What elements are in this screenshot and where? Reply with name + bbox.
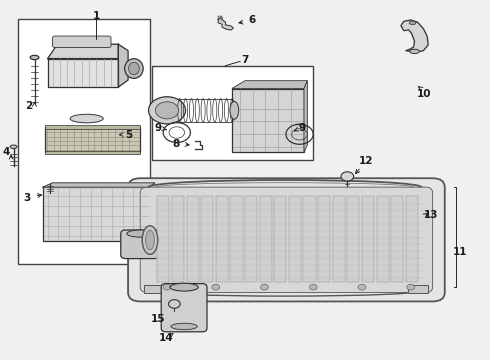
Circle shape <box>163 284 171 290</box>
Polygon shape <box>304 81 307 152</box>
Polygon shape <box>118 44 128 87</box>
Circle shape <box>155 102 179 119</box>
Circle shape <box>407 284 415 290</box>
Bar <box>218 17 219 19</box>
Circle shape <box>148 97 186 124</box>
Bar <box>19 19 150 264</box>
Bar <box>230 196 243 282</box>
Text: 5: 5 <box>125 130 133 140</box>
Polygon shape <box>232 81 307 89</box>
Bar <box>45 127 140 152</box>
Circle shape <box>341 172 354 181</box>
Ellipse shape <box>70 114 103 123</box>
Ellipse shape <box>30 55 39 60</box>
Text: 1: 1 <box>93 11 100 21</box>
FancyBboxPatch shape <box>121 230 160 258</box>
Bar <box>245 196 257 282</box>
Text: 6: 6 <box>249 15 256 25</box>
Ellipse shape <box>171 323 197 330</box>
Ellipse shape <box>230 102 239 119</box>
Bar <box>408 285 428 293</box>
Bar <box>43 187 150 241</box>
Bar <box>232 89 304 152</box>
Text: 9: 9 <box>155 123 162 133</box>
FancyBboxPatch shape <box>128 178 445 301</box>
Text: 7: 7 <box>241 55 249 65</box>
Ellipse shape <box>409 21 416 24</box>
Text: 11: 11 <box>453 247 467 257</box>
Bar <box>333 196 345 282</box>
Bar <box>260 196 272 282</box>
Bar <box>303 196 316 282</box>
Bar <box>318 196 330 282</box>
Circle shape <box>358 284 366 290</box>
Bar <box>376 196 389 282</box>
Text: 2: 2 <box>25 102 33 111</box>
Text: 12: 12 <box>359 157 373 166</box>
Text: 4: 4 <box>2 147 10 157</box>
Polygon shape <box>401 20 428 52</box>
Bar <box>45 125 140 129</box>
Circle shape <box>212 284 220 290</box>
Circle shape <box>261 284 269 290</box>
Bar <box>157 196 170 282</box>
Polygon shape <box>43 183 155 187</box>
Bar <box>216 196 228 282</box>
Polygon shape <box>218 18 233 30</box>
Text: 9: 9 <box>299 123 306 133</box>
Bar <box>172 196 184 282</box>
FancyBboxPatch shape <box>161 284 207 332</box>
Text: 10: 10 <box>417 89 432 99</box>
Bar <box>152 66 313 160</box>
Text: 15: 15 <box>151 314 166 324</box>
Ellipse shape <box>146 230 154 250</box>
Ellipse shape <box>128 62 139 75</box>
Bar <box>406 196 418 282</box>
Text: 13: 13 <box>424 210 439 220</box>
Bar <box>201 196 213 282</box>
Bar <box>187 196 199 282</box>
Bar <box>289 196 301 282</box>
Ellipse shape <box>124 59 143 78</box>
Polygon shape <box>48 59 118 87</box>
Polygon shape <box>48 44 118 59</box>
Bar <box>362 196 374 282</box>
Ellipse shape <box>142 226 158 254</box>
Bar <box>347 196 360 282</box>
Text: 3: 3 <box>23 193 30 203</box>
Bar <box>274 196 287 282</box>
FancyBboxPatch shape <box>52 36 111 48</box>
Circle shape <box>309 284 317 290</box>
FancyBboxPatch shape <box>140 187 433 293</box>
Ellipse shape <box>170 283 198 291</box>
Text: 8: 8 <box>172 139 179 149</box>
Bar <box>391 196 403 282</box>
Bar <box>45 151 140 154</box>
Ellipse shape <box>410 49 419 54</box>
Bar <box>144 285 163 293</box>
Ellipse shape <box>10 145 17 149</box>
Ellipse shape <box>127 230 154 237</box>
Text: 14: 14 <box>159 333 173 343</box>
Bar <box>221 17 222 19</box>
